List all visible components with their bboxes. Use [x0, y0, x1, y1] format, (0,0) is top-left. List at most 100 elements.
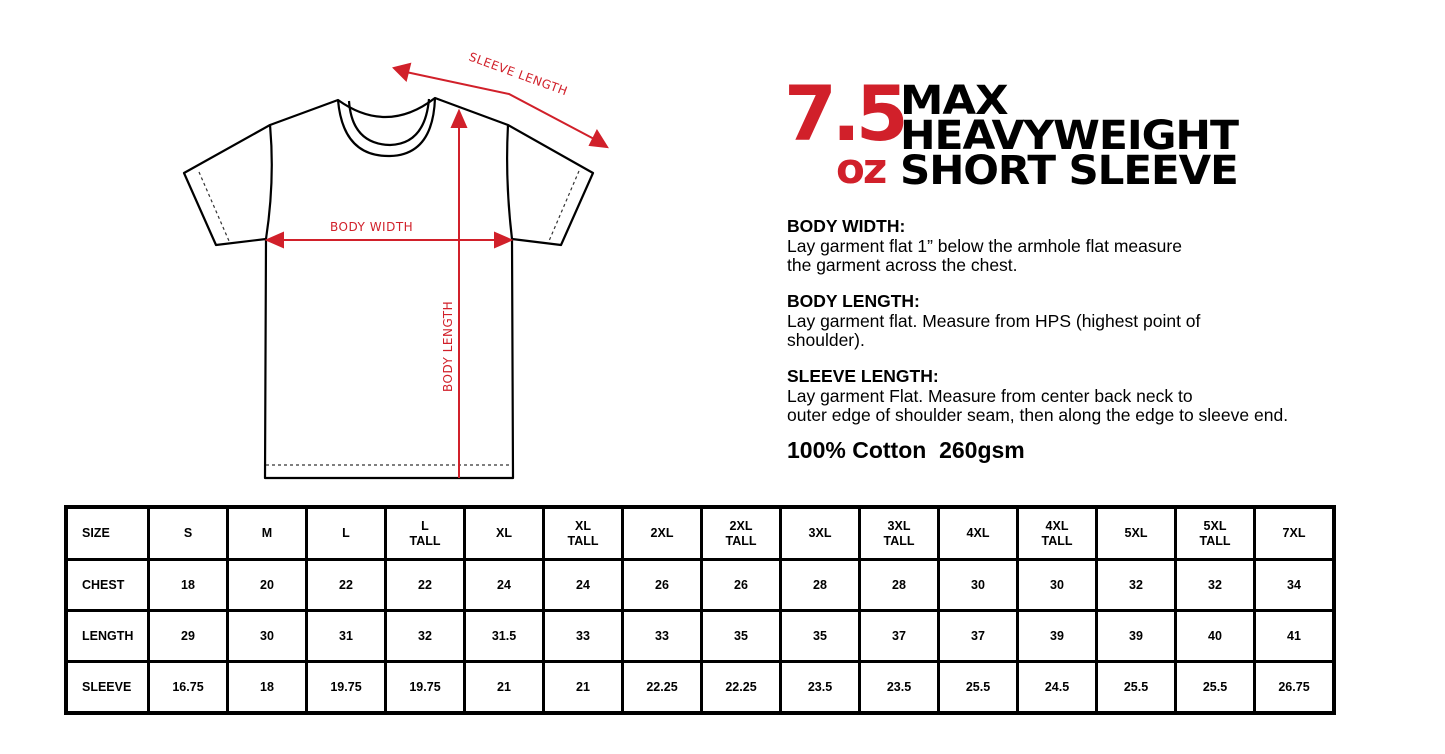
spec-body-width: BODY WIDTH: Lay garment flat 1” below th…	[787, 216, 1182, 276]
table-cell: 32	[384, 609, 466, 663]
row-label: LENGTH	[64, 609, 150, 663]
table-cell: 4XL	[937, 505, 1019, 561]
row-label: SLEEVE	[64, 660, 150, 715]
row-label: CHEST	[64, 558, 150, 612]
table-row: LENGTH 29 30 31 32 31.5 33 33 35 35 37 37 39 39 40 41	[64, 609, 1336, 663]
table-row: SLEEVE 16.75 18 19.75 19.75 21 21 22.25 22.25 23.…	[64, 660, 1336, 715]
spec-title: BODY WIDTH:	[787, 216, 906, 236]
table-cell: L TALL	[384, 505, 466, 561]
table-cell: 21	[542, 660, 624, 715]
table-cell: 30	[1016, 558, 1098, 612]
table-cell: 35	[700, 609, 782, 663]
table-cell: 20	[226, 558, 308, 612]
table-cell: 22.25	[621, 660, 703, 715]
table-cell: M	[226, 505, 308, 561]
table-cell: 34	[1253, 558, 1336, 612]
table-cell: 4XL TALL	[1016, 505, 1098, 561]
table-cell: XL	[463, 505, 545, 561]
spec-text: Lay garment flat 1” below the armhole fl…	[787, 235, 1182, 256]
table-cell: 33	[542, 609, 624, 663]
table-cell: 31.5	[463, 609, 545, 663]
table-cell: 19.75	[384, 660, 466, 715]
sleeve-length-label: SLEEVE LENGTH	[467, 50, 570, 99]
table-cell: 30	[226, 609, 308, 663]
table-cell: 23.5	[779, 660, 861, 715]
table-cell: 18	[147, 558, 229, 612]
table-cell: 40	[1174, 609, 1256, 663]
table-cell: 3XL	[779, 505, 861, 561]
stitch-lines	[198, 170, 580, 466]
table-cell: 24	[463, 558, 545, 612]
product-title-line-2: HEAVYWEIGHT	[900, 113, 1239, 159]
table-cell: 25.5	[937, 660, 1019, 715]
sleeve-length-arrow-end-head	[588, 128, 609, 149]
fabric-weight: 7.5	[784, 69, 909, 158]
table-cell: 32	[1095, 558, 1177, 612]
table-cell: 39	[1016, 609, 1098, 663]
table-cell: 23.5	[858, 660, 940, 715]
table-cell: 5XL	[1095, 505, 1177, 561]
table-cell: 24.5	[1016, 660, 1098, 715]
table-cell: 37	[858, 609, 940, 663]
table-cell: 26	[700, 558, 782, 612]
body-length-label: BODY LENGTH	[441, 301, 455, 392]
body-width-arrow-left-head	[264, 231, 284, 249]
table-header-row: SIZE S M L L TALL XL XL TALL 2XL 2XL TALL 3XL 3XL TALL…	[64, 505, 1336, 561]
table-cell: 35	[779, 609, 861, 663]
table-cell: 16.75	[147, 660, 229, 715]
table-cell: 2XL	[621, 505, 703, 561]
fabric-weight-unit: oz	[836, 144, 887, 193]
spec-text: Lay garment Flat. Measure from center ba…	[787, 385, 1193, 406]
body-width-label: BODY WIDTH	[330, 220, 413, 234]
spec-text: the garment across the chest.	[787, 255, 1018, 275]
table-cell: S	[147, 505, 229, 561]
table-cell: 3XL TALL	[858, 505, 940, 561]
table-cell: 22	[384, 558, 466, 612]
measurement-arrows	[264, 62, 609, 478]
table-cell: 33	[621, 609, 703, 663]
table-cell: 2XL TALL	[700, 505, 782, 561]
table-cell: 41	[1253, 609, 1336, 663]
table-cell: 21	[463, 660, 545, 715]
material-info: 100% Cotton 260gsm	[787, 437, 1025, 463]
table-cell: 32	[1174, 558, 1256, 612]
body-width-arrow-right-head	[494, 231, 514, 249]
table-cell: L	[305, 505, 387, 561]
table-cell: 39	[1095, 609, 1177, 663]
spec-title: BODY LENGTH:	[787, 291, 920, 311]
spec-text: shoulder).	[787, 330, 865, 350]
table-cell: 18	[226, 660, 308, 715]
table-cell: 25.5	[1174, 660, 1256, 715]
spec-title: SLEEVE LENGTH:	[787, 366, 939, 386]
spec-body-length: BODY LENGTH: Lay garment flat. Measure f…	[787, 291, 1201, 351]
spec-sleeve-length: SLEEVE LENGTH: Lay garment Flat. Measure…	[787, 366, 1289, 426]
table-cell: 30	[937, 558, 1019, 612]
table-cell: 7XL	[1253, 505, 1336, 561]
table-cell: 26.75	[1253, 660, 1336, 715]
table-cell: 26	[621, 558, 703, 612]
spec-text: outer edge of shoulder seam, then along …	[787, 405, 1289, 425]
table-cell: XL TALL	[542, 505, 624, 561]
table-cell: 25.5	[1095, 660, 1177, 715]
table-row: CHEST 18 20 22 22 24 24 26 26 28 28 30 30 32 32 34	[64, 558, 1336, 612]
body-length-arrow-head	[450, 108, 468, 128]
tshirt-outline	[182, 96, 595, 480]
table-cell: 28	[858, 558, 940, 612]
product-title-line-3: SHORT SLEEVE	[900, 148, 1239, 194]
size-chart-table: SIZE S M L L TALL XL XL TALL 2XL 2XL TALL 3XL 3XL TALL…	[64, 505, 1336, 715]
table-cell: 19.75	[305, 660, 387, 715]
table-cell: 37	[937, 609, 1019, 663]
table-cell: 31	[305, 609, 387, 663]
row-label: SIZE	[64, 505, 150, 561]
table-cell: 28	[779, 558, 861, 612]
table-cell: 24	[542, 558, 624, 612]
table-cell: 5XL TALL	[1174, 505, 1256, 561]
sleeve-length-arrow-start-head	[392, 62, 412, 82]
table-cell: 22.25	[700, 660, 782, 715]
product-title-line-1: MAX	[900, 78, 1009, 124]
sleeve-length-arrow	[405, 71, 597, 141]
tshirt-measurement-diagram: BODY WIDTH BODY LENGTH SLEEVE LENGTH	[182, 50, 609, 480]
spec-text: Lay garment flat. Measure from HPS (high…	[787, 310, 1201, 331]
table-cell: 29	[147, 609, 229, 663]
table-cell: 22	[305, 558, 387, 612]
